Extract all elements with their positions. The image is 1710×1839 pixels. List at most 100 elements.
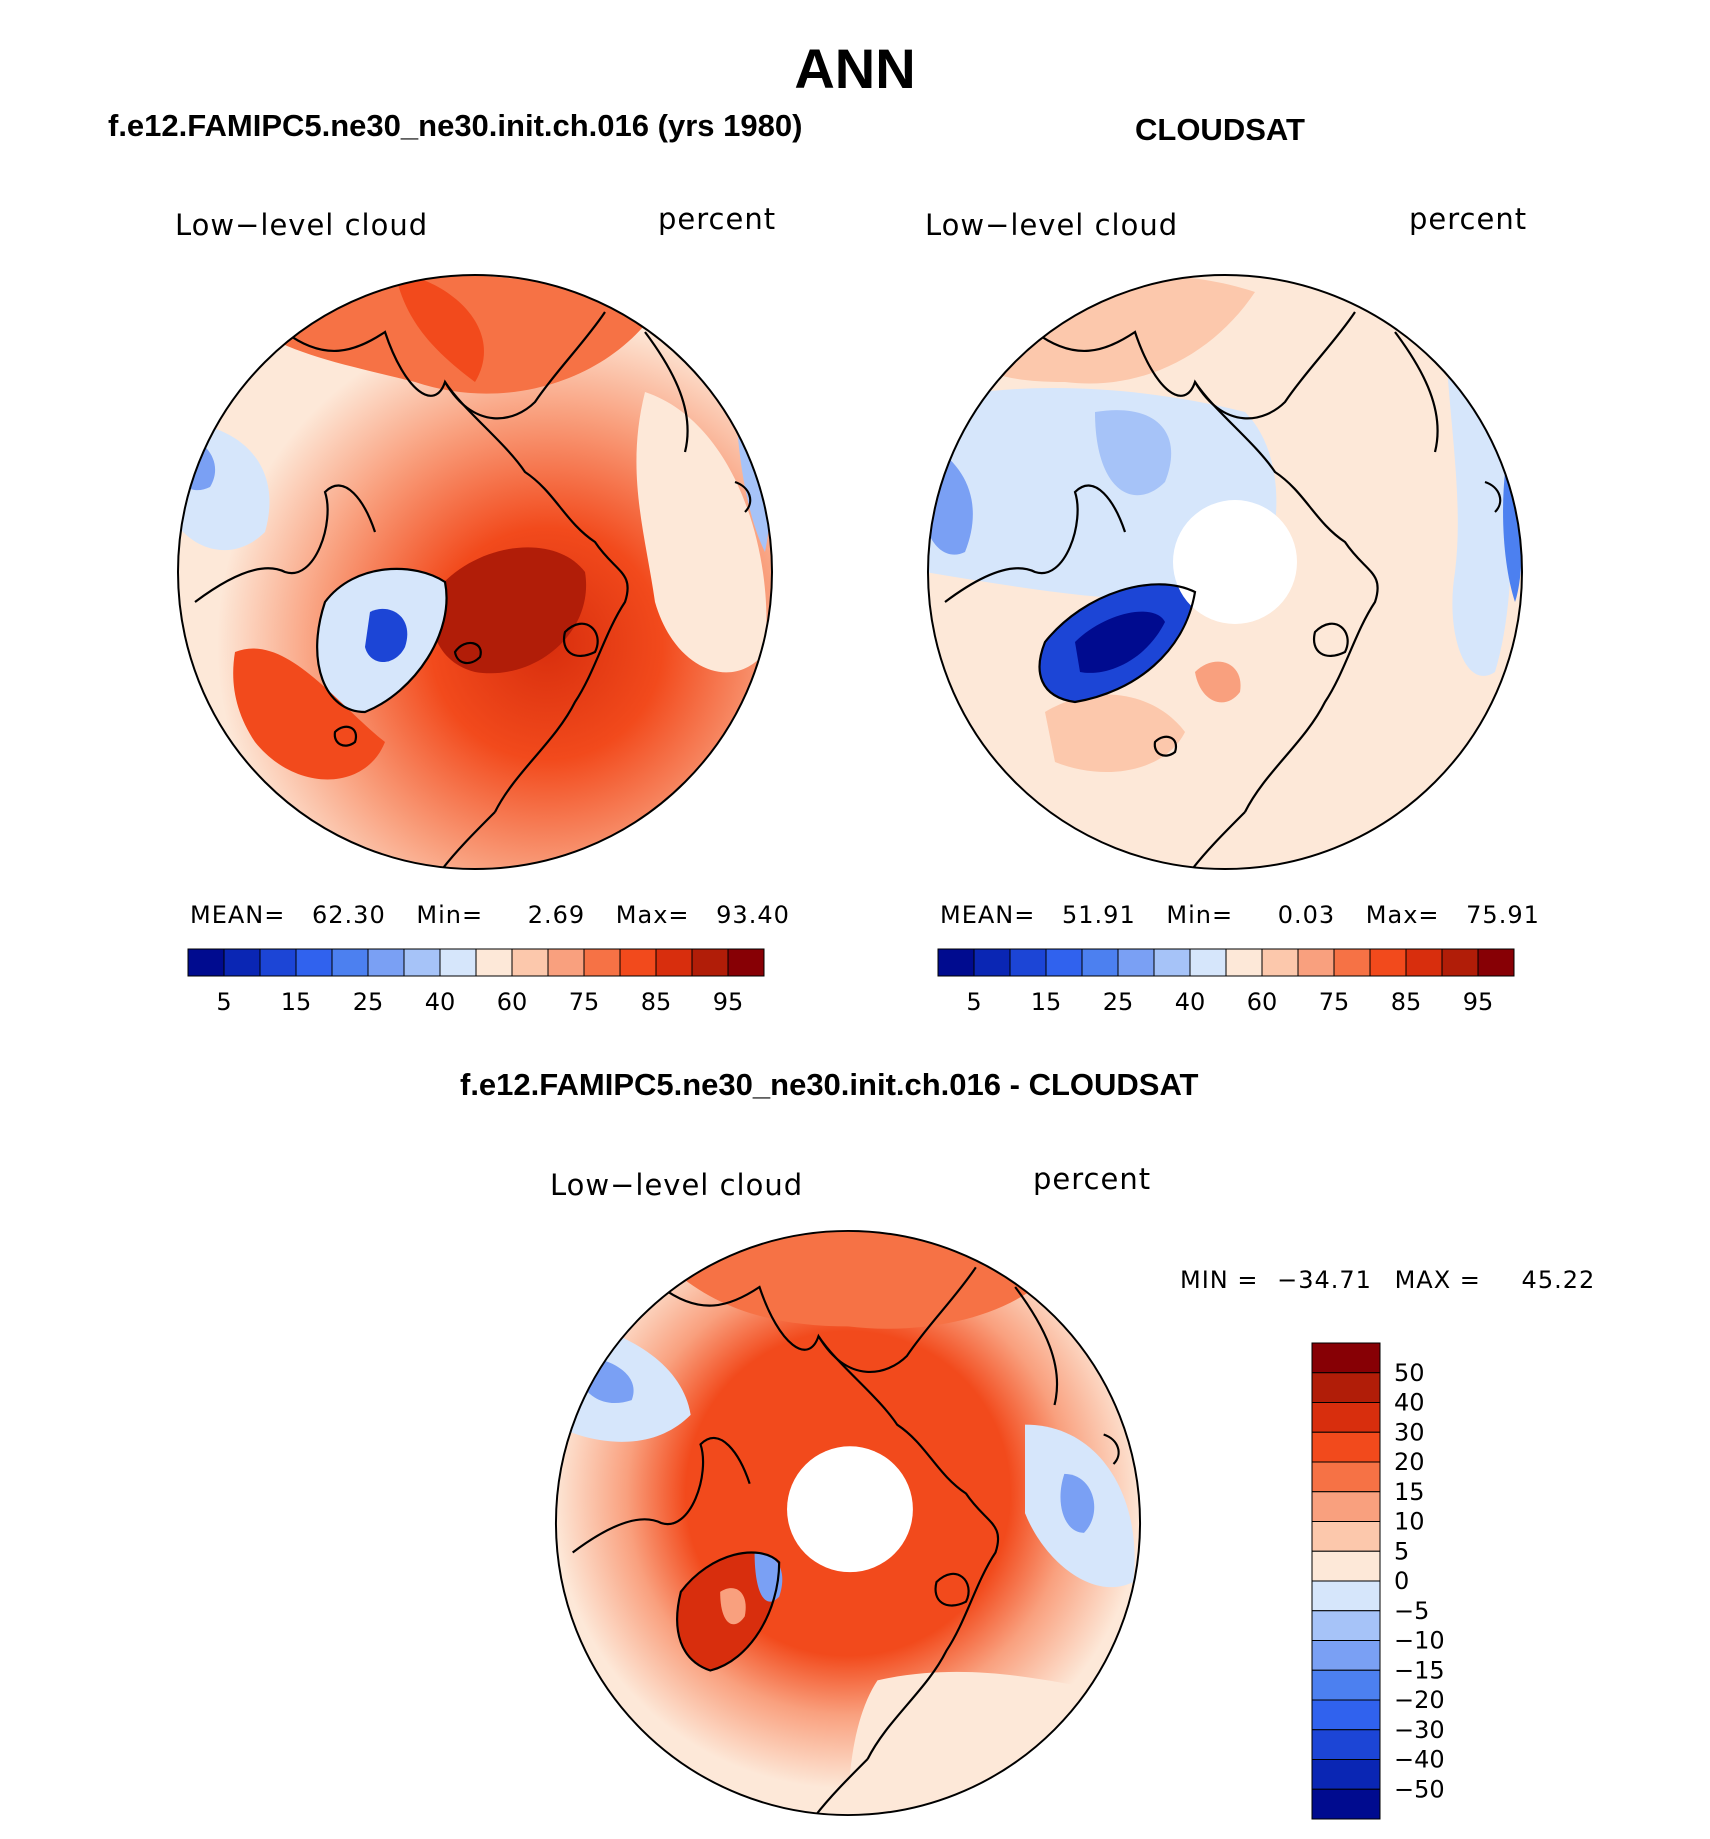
diff-colorbar-tick-label: 40 — [1394, 1389, 1425, 1417]
obs-colorbar-tick-label: 25 — [1103, 988, 1134, 1016]
obs-colorbar-box — [1225, 948, 1263, 977]
obs-map-border — [927, 274, 1523, 870]
model-colorbar-box — [259, 948, 297, 977]
diff-colorbar-box — [1311, 1550, 1381, 1582]
diff-max-label: MAX = — [1394, 1266, 1481, 1294]
model-map-border — [177, 274, 773, 870]
model-colorbar-box — [403, 948, 441, 977]
diff-colorbar-box — [1311, 1431, 1381, 1463]
diff-field-south-light — [848, 1671, 1104, 1816]
obs-colorbar-tick-label: 60 — [1247, 988, 1278, 1016]
model-colorbar-tick-label: 85 — [641, 988, 672, 1016]
diff-colorbar-box — [1311, 1788, 1381, 1820]
diff-colorbar-box — [1311, 1640, 1381, 1671]
model-field-east-light — [636, 392, 767, 673]
obs-field-barents — [1195, 661, 1241, 703]
obs-colorbar-tick-label: 95 — [1463, 988, 1494, 1016]
diff-colorbar — [1311, 1342, 1381, 1820]
model-colorbar — [187, 948, 765, 977]
model-colorbar-tick-label: 25 — [353, 988, 384, 1016]
obs-missing-pole — [1173, 500, 1297, 624]
diff-coastlines — [572, 1266, 1120, 1816]
diff-panel-title: f.e12.FAMIPC5.ne30_ne30.init.ch.016 - CL… — [460, 1067, 1199, 1102]
diff-stats: MIN = −34.71 MAX = 45.22 — [1180, 1266, 1595, 1294]
obs-variable-label: Low−level cloud — [925, 208, 1179, 242]
obs-coastlines — [944, 311, 1502, 869]
model-colorbar-box — [223, 948, 261, 977]
model-variable-label: Low−level cloud — [175, 208, 429, 242]
obs-max-label: Max= — [1365, 901, 1440, 929]
model-field-greenland-core — [365, 608, 408, 662]
model-colorbar-box — [691, 948, 729, 977]
obs-min-value: 0.03 — [1277, 901, 1336, 929]
obs-colorbar-box — [1297, 948, 1335, 977]
diff-colorbar-tick-label: 15 — [1394, 1478, 1425, 1506]
obs-colorbar-box — [1369, 948, 1407, 977]
model-field-barents-core — [431, 547, 587, 674]
diff-field-greenland-core — [720, 1588, 746, 1625]
model-colorbar-box — [439, 948, 477, 977]
obs-colorbar-box — [1045, 948, 1083, 977]
model-colorbar-tick-label: 15 — [281, 988, 312, 1016]
obs-colorbar-box — [937, 948, 975, 977]
diff-colorbar-box — [1311, 1461, 1381, 1493]
diff-colorbar-tick-label: 30 — [1394, 1418, 1425, 1446]
diff-field-east-blue2 — [1060, 1473, 1095, 1533]
model-colorbar-tick-label: 95 — [713, 988, 744, 1016]
diff-colorbar-box — [1311, 1669, 1381, 1701]
diff-colorbar-box — [1311, 1699, 1381, 1731]
obs-mean-label: MEAN= — [940, 901, 1036, 929]
diff-colorbar-tick-label: −15 — [1394, 1656, 1445, 1684]
diff-min-label: MIN = — [1180, 1266, 1259, 1294]
diff-colorbar-box — [1311, 1372, 1381, 1403]
model-panel-title: f.e12.FAMIPC5.ne30_ne30.init.ch.016 (yrs… — [108, 108, 803, 143]
obs-colorbar-box — [1081, 948, 1119, 977]
diff-colorbar-box — [1311, 1759, 1381, 1790]
model-max-label: Max= — [615, 901, 690, 929]
diff-colorbar-box — [1311, 1402, 1381, 1433]
model-colorbar-box — [367, 948, 405, 977]
obs-units-label: percent — [1409, 202, 1528, 236]
page-title: ANN — [794, 37, 916, 100]
diff-colorbar-box — [1311, 1729, 1381, 1760]
diff-map-border — [554, 1229, 1142, 1817]
obs-polar-map — [927, 274, 1523, 870]
obs-colorbar — [937, 948, 1515, 977]
diff-max-value: 45.22 — [1521, 1266, 1596, 1294]
diff-colorbar-tick-label: −20 — [1394, 1686, 1445, 1714]
obs-max-value: 75.91 — [1466, 901, 1540, 929]
obs-colorbar-box — [1153, 948, 1191, 977]
model-field-pacific-core — [395, 275, 484, 382]
diff-colorbar-box — [1311, 1491, 1381, 1522]
obs-colorbar-box — [1261, 948, 1299, 977]
obs-mean-value: 51.91 — [1062, 901, 1136, 929]
obs-colorbar-ticks: 5 15 25 40 60 75 85 95 — [966, 988, 1494, 1016]
diff-colorbar-tick-label: 50 — [1394, 1359, 1425, 1387]
model-coastlines — [194, 311, 752, 869]
model-colorbar-box — [511, 948, 549, 977]
model-colorbar-box — [295, 948, 333, 977]
model-colorbar-box — [619, 948, 657, 977]
diff-colorbar-tick-label: −40 — [1394, 1746, 1445, 1774]
model-units-label: percent — [658, 202, 777, 236]
model-colorbar-box — [727, 948, 765, 977]
obs-colorbar-box — [1441, 948, 1479, 977]
obs-colorbar-box — [1333, 948, 1371, 977]
obs-colorbar-tick-label: 75 — [1319, 988, 1350, 1016]
diff-colorbar-tick-label: −10 — [1394, 1627, 1445, 1655]
model-colorbar-box — [187, 948, 225, 977]
model-colorbar-tick-label: 5 — [216, 988, 231, 1016]
diff-variable-label: Low−level cloud — [550, 1168, 804, 1202]
model-mean-value: 62.30 — [312, 901, 386, 929]
diff-colorbar-box — [1311, 1342, 1381, 1374]
diff-colorbar-box — [1311, 1580, 1381, 1612]
model-mean-label: MEAN= — [190, 901, 286, 929]
obs-colorbar-box — [1117, 948, 1155, 977]
obs-colorbar-tick-label: 5 — [966, 988, 981, 1016]
obs-colorbar-tick-label: 15 — [1031, 988, 1062, 1016]
obs-panel-title: CLOUDSAT — [1135, 112, 1305, 147]
obs-field-greenland-core — [1075, 611, 1165, 673]
diff-units-label: percent — [1033, 1162, 1152, 1196]
model-min-value: 2.69 — [527, 901, 586, 929]
